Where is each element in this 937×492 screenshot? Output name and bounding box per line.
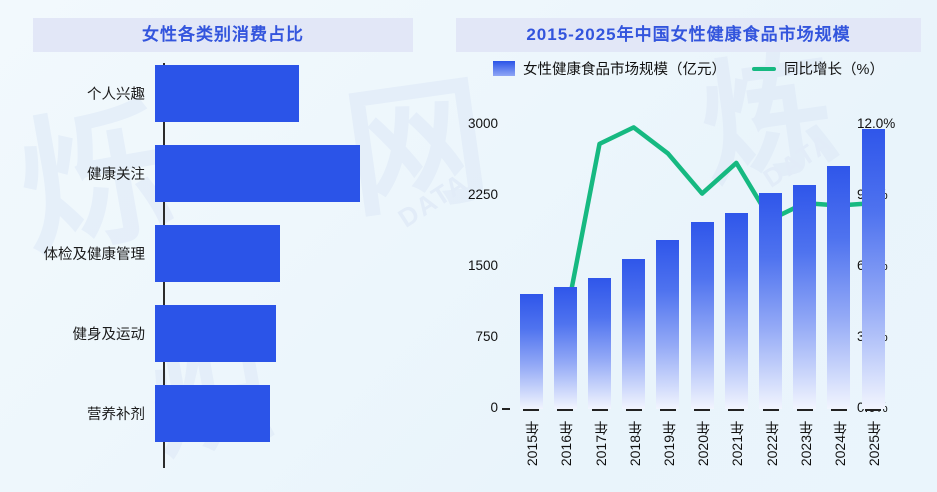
left-chart-category-label: 健身及运动	[72, 327, 146, 343]
y-axis-tick	[502, 408, 510, 410]
right-chart-x-axis-label: 2017年	[592, 421, 609, 467]
left-chart-category-label: 体检及健康管理	[43, 247, 146, 263]
left-chart-title: 女性各类别消费占比	[33, 18, 413, 52]
x-axis-tick	[728, 409, 745, 411]
right-chart-bar[interactable]	[690, 222, 714, 409]
right-chart-y-axis-left-label: 1500	[467, 258, 498, 273]
legend-item-market-size[interactable]: 女性健康食品市场规模（亿元）	[493, 58, 726, 79]
left-chart-bar-row[interactable]: 健康关注	[0, 145, 440, 202]
left-chart-bar[interactable]	[155, 385, 270, 442]
x-axis-tick	[591, 409, 608, 411]
right-chart-bar[interactable]	[553, 286, 577, 409]
right-chart-legend: 女性健康食品市场规模（亿元） 同比增长（%）	[456, 58, 921, 79]
left-chart-bar[interactable]	[155, 65, 299, 122]
x-axis-tick	[523, 409, 540, 411]
right-chart-x-axis-label: 2022年	[763, 421, 780, 467]
right-chart-bar[interactable]	[827, 166, 851, 409]
right-chart-bar[interactable]	[519, 293, 543, 409]
left-chart-category-label: 健康关注	[87, 167, 145, 183]
right-chart-bar[interactable]	[724, 213, 748, 409]
right-chart-x-axis-label: 2024年	[831, 421, 848, 467]
left-chart-bar[interactable]	[155, 145, 360, 202]
legend-label-growth: 同比增长（%）	[784, 62, 884, 78]
right-chart-y-axis-left-label: 0	[490, 400, 498, 415]
left-chart-category-label: 个人兴趣	[87, 87, 145, 103]
right-chart-y-axis-left-label: 750	[475, 329, 498, 344]
x-axis-tick	[830, 409, 847, 411]
left-chart-bar-row[interactable]: 营养补剂	[0, 385, 440, 442]
left-chart-bar[interactable]	[155, 305, 276, 362]
legend-item-growth[interactable]: 同比增长（%）	[752, 58, 884, 79]
x-axis-tick	[659, 409, 676, 411]
right-chart-x-axis-label: 2020年	[695, 421, 712, 467]
left-chart-category-label: 营养补剂	[87, 407, 145, 423]
right-chart-x-axis-label: 2015年	[524, 421, 541, 467]
left-chart-bar-row[interactable]: 个人兴趣	[0, 65, 440, 122]
x-axis-tick	[557, 409, 574, 411]
x-axis-tick	[694, 409, 711, 411]
line-swatch-icon	[752, 66, 777, 71]
x-axis-tick	[762, 409, 779, 411]
left-chart-bar-row[interactable]: 体检及健康管理	[0, 225, 440, 282]
left-chart-plot-area: 个人兴趣健康关注体检及健康管理健身及运动营养补剂	[0, 55, 440, 475]
left-chart-bar-row[interactable]: 健身及运动	[0, 305, 440, 362]
left-chart-panel: 女性各类别消费占比 个人兴趣健康关注体检及健康管理健身及运动营养补剂	[0, 0, 440, 492]
left-chart-bar[interactable]	[155, 225, 281, 282]
x-axis-tick	[796, 409, 813, 411]
right-chart-bar[interactable]	[622, 258, 646, 409]
right-chart-title: 2015-2025年中国女性健康食品市场规模	[456, 18, 921, 52]
right-chart-y-axis-left-label: 2250	[467, 187, 498, 202]
x-axis-tick	[865, 409, 882, 411]
x-axis-tick	[625, 409, 642, 411]
right-chart-panel: 2015-2025年中国女性健康食品市场规模 女性健康食品市场规模（亿元） 同比…	[440, 0, 937, 492]
right-chart-y-axis-left-label: 3000	[467, 116, 498, 131]
right-chart-bar[interactable]	[588, 277, 611, 409]
right-chart-x-axis-label: 2025年	[866, 421, 883, 467]
right-chart-x-axis-label: 2021年	[729, 421, 746, 467]
bar-swatch-icon	[493, 61, 516, 76]
right-chart-x-axis-label: 2023年	[797, 421, 814, 467]
right-chart-y-axis-right-label: 12.0%	[857, 116, 896, 131]
right-chart-bar[interactable]	[793, 185, 817, 409]
right-chart-x-axis-label: 2018年	[626, 421, 643, 467]
right-chart-x-axis-label: 2019年	[660, 421, 677, 467]
right-chart-plot-area: 07501500225030000.0%3.0%6.0%9.0%12.0%201…	[440, 0, 937, 492]
right-chart-bar[interactable]	[759, 193, 782, 409]
legend-label-market-size: 女性健康食品市场规模（亿元）	[523, 62, 727, 78]
right-chart-x-axis-label: 2016年	[558, 421, 575, 467]
right-chart-bar[interactable]	[656, 240, 680, 409]
right-chart-bar[interactable]	[861, 128, 885, 409]
